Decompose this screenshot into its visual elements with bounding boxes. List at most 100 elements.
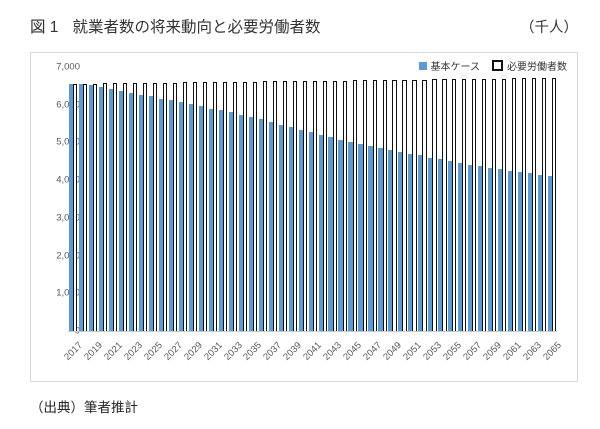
bar-group-2048	[378, 67, 388, 331]
bar-group-2027	[168, 67, 178, 331]
y-tick-label: 2,000	[56, 250, 80, 261]
bar-group-2058	[477, 67, 487, 331]
x-tick-label: 2029	[181, 340, 205, 363]
bar-group-2031	[208, 67, 218, 331]
basic-case-bar	[118, 90, 123, 331]
bar-group-2047	[368, 67, 378, 331]
basic-case-bar	[228, 112, 233, 331]
y-tick-label: 6,000	[56, 99, 80, 110]
bar-group-2051	[407, 67, 417, 331]
bar-group-2059	[487, 67, 497, 331]
required-workers-bar	[442, 79, 447, 331]
bar-group-2042	[318, 67, 328, 331]
x-tick-label: 2035	[241, 340, 265, 363]
required-workers-bar	[242, 81, 247, 331]
x-tick-label: 2053	[421, 340, 445, 363]
bar-group-2050	[397, 67, 407, 331]
x-tick-label: 2043	[321, 340, 345, 363]
basic-case-bar	[288, 126, 293, 331]
basic-case-bar	[138, 94, 143, 331]
basic-case-bar	[458, 163, 463, 331]
bar-group-2024	[138, 67, 148, 331]
basic-case-bar	[108, 88, 113, 331]
basic-case-bar	[258, 119, 263, 331]
chart-title: 就業者数の将来動向と必要労働者数	[72, 19, 321, 36]
bar-group-2017	[68, 67, 78, 331]
x-tick-label: 2045	[341, 340, 365, 363]
basic-case-bar	[358, 143, 363, 331]
required-workers-bar	[382, 80, 387, 331]
chart-header: 図 1 就業者数の将来動向と必要労働者数 （千人）	[30, 15, 578, 37]
required-workers-bar	[462, 79, 467, 331]
bar-group-2018	[78, 67, 88, 331]
bar-group-2039	[288, 67, 298, 331]
required-workers-bar	[432, 79, 437, 331]
x-tick-label: 2061	[501, 340, 524, 363]
bar-group-2063	[527, 67, 537, 331]
required-workers-bar	[172, 82, 177, 331]
legend-item-basic-case: 基本ケース	[418, 58, 481, 73]
basic-case-bar	[388, 150, 393, 331]
basic-case-bar	[428, 157, 433, 331]
basic-case-bar	[68, 83, 73, 331]
basic-case-bar	[278, 124, 283, 331]
required-workers-bar	[392, 79, 397, 331]
bar-group-2022	[118, 67, 128, 331]
basic-case-bar	[128, 92, 133, 331]
bar-group-2020	[98, 67, 108, 331]
required-workers-bar	[182, 82, 187, 331]
basic-case-bar	[318, 134, 323, 331]
required-workers-bar	[372, 80, 377, 331]
required-workers-bar	[422, 79, 427, 331]
bar-group-2053	[427, 67, 437, 331]
basic-case-bar	[368, 146, 373, 331]
required-workers-bar	[332, 80, 337, 331]
y-tick-label: 7,000	[56, 61, 80, 73]
source-note: （出典）筆者推計	[30, 400, 138, 415]
required-workers-bar	[502, 78, 507, 331]
basic-case-bar	[398, 152, 403, 331]
bar-group-2054	[437, 67, 447, 331]
unit-label: （千人）	[520, 20, 578, 36]
basic-case-bar	[488, 168, 493, 331]
bar-group-2065	[547, 67, 557, 331]
basic-case-bar	[238, 115, 243, 331]
required-workers-bar	[532, 78, 537, 331]
bar-group-2064	[537, 67, 547, 331]
basic-case-bar	[168, 100, 173, 331]
basic-case-bar	[478, 166, 483, 331]
bar-group-2043	[328, 67, 338, 331]
bar-group-2037	[268, 67, 278, 331]
basic-case-bar	[468, 164, 473, 331]
required-workers-bar	[212, 82, 217, 331]
figure-label: 図 1	[30, 19, 59, 36]
basic-case-bar	[528, 173, 533, 331]
x-tick-label: 2041	[301, 340, 325, 363]
basic-case-bar	[418, 155, 423, 331]
basic-case-bar	[338, 139, 343, 331]
y-tick-label: 5,000	[56, 137, 80, 148]
x-tick-label: 2033	[221, 340, 245, 363]
bar-group-2052	[417, 67, 427, 331]
basic-case-bar	[88, 85, 93, 331]
x-tick-label: 2025	[141, 340, 165, 363]
legend: 基本ケース 必要労働者数	[416, 57, 569, 74]
required-workers-bar	[252, 81, 257, 331]
required-workers-bar	[232, 81, 237, 331]
bar-group-2036	[258, 67, 268, 331]
bar-group-2045	[348, 67, 358, 331]
y-tick-label: 4,000	[56, 175, 80, 186]
x-tick-label: 2021	[101, 340, 125, 363]
legend-label-basic-case: 基本ケース	[430, 62, 481, 73]
x-tick-label: 2019	[81, 340, 105, 363]
bar-group-2021	[108, 67, 118, 331]
bar-group-2049	[388, 67, 398, 331]
bar-group-2040	[298, 67, 308, 331]
basic-case-bar	[208, 108, 213, 331]
required-workers-bar	[192, 82, 197, 331]
bar-group-2060	[497, 67, 507, 331]
bar-group-2062	[517, 67, 527, 331]
required-workers-bar	[482, 78, 487, 331]
required-workers-bar	[522, 78, 527, 331]
basic-case-bar	[218, 110, 223, 331]
